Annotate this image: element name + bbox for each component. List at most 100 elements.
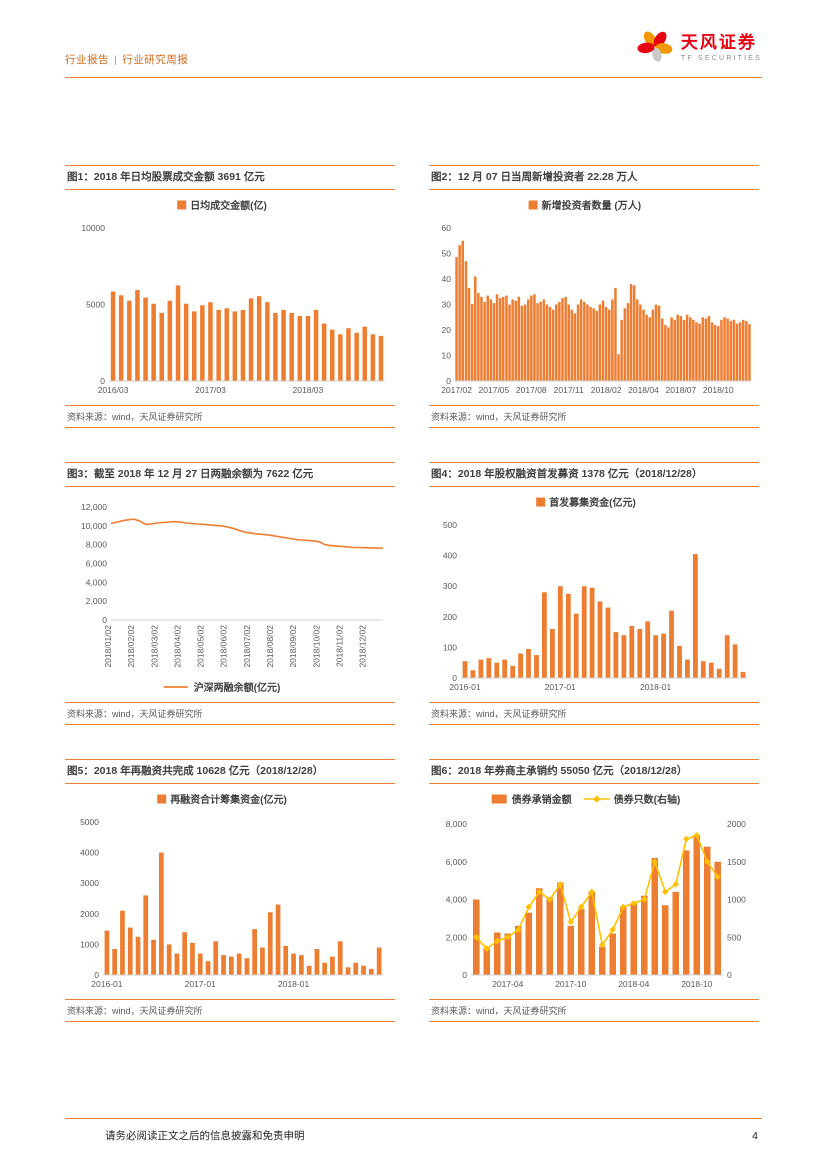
svg-text:2018/08/02: 2018/08/02 bbox=[265, 625, 275, 668]
svg-text:2,000: 2,000 bbox=[446, 933, 468, 943]
svg-text:300: 300 bbox=[443, 581, 457, 591]
svg-text:4000: 4000 bbox=[80, 848, 99, 858]
svg-text:1000: 1000 bbox=[727, 895, 746, 905]
svg-text:2018/06/02: 2018/06/02 bbox=[219, 625, 229, 668]
svg-text:400: 400 bbox=[443, 551, 457, 561]
charts-grid: 图1：2018 年日均股票成交金额 3691 亿元 0 5000 10000 2016… bbox=[65, 165, 762, 1023]
svg-text:2018/01/02: 2018/01/02 bbox=[103, 625, 113, 668]
brand-subname: TF SECURITIES bbox=[680, 55, 762, 62]
figure-4-title: 图4：2018 年股权融资首发募资 1378 亿元（2018/12/28） bbox=[429, 462, 759, 488]
figure-3: 图3：截至 2018 年 12 月 27 日两融余额为 7622 亿元 0 2,0… bbox=[65, 462, 395, 726]
svg-text:0: 0 bbox=[102, 615, 107, 625]
figure-3-chart: 0 2,000 4,000 6,000 8,000 10,000 12,000 2018/01… bbox=[65, 493, 395, 698]
figure-1-title: 图1：2018 年日均股票成交金额 3691 亿元 bbox=[65, 165, 395, 191]
svg-text:10000: 10000 bbox=[81, 223, 105, 233]
svg-text:2018-01: 2018-01 bbox=[640, 682, 671, 692]
svg-text:500: 500 bbox=[727, 933, 741, 943]
svg-text:2016/03: 2016/03 bbox=[98, 385, 129, 395]
figure-1-chart: 0 5000 10000 2016/03 2017/03 2018/03 日均成交金额(亿) bbox=[65, 196, 395, 401]
figure-3-title: 图3：截至 2018 年 12 月 27 日两融余额为 7622 亿元 bbox=[65, 462, 395, 488]
figure-1: 图1：2018 年日均股票成交金额 3691 亿元 0 5000 10000 2016… bbox=[65, 165, 395, 429]
svg-text:2018/02: 2018/02 bbox=[591, 385, 622, 395]
svg-text:5000: 5000 bbox=[86, 300, 105, 310]
disclaimer-text: 请务必阅读正文之后的信息披露和免责申明 bbox=[105, 1130, 305, 1142]
svg-text:2018/03: 2018/03 bbox=[293, 385, 324, 395]
svg-text:2018/04/02: 2018/04/02 bbox=[172, 625, 182, 668]
chart-svg: 0 2,000 4,000 6,000 8,000 0 500 1000 1500 2000 201… bbox=[446, 793, 746, 989]
svg-text:2017-01: 2017-01 bbox=[185, 979, 216, 989]
svg-text:0: 0 bbox=[446, 376, 451, 386]
svg-text:新增投资者数量 (万人): 新增投资者数量 (万人) bbox=[542, 199, 641, 212]
svg-text:2000: 2000 bbox=[727, 819, 746, 829]
svg-text:4,000: 4,000 bbox=[86, 578, 108, 588]
svg-text:2017/02: 2017/02 bbox=[441, 385, 472, 395]
figure-2-source: 资料来源：wind，天风证券研究所 bbox=[429, 405, 759, 429]
svg-text:0: 0 bbox=[94, 970, 99, 980]
figure-4-chart: 0 100 200 300 400 500 2016-01 2017-01 2018-01 首发募… bbox=[429, 493, 759, 698]
figure-1-source: 资料来源：wind，天风证券研究所 bbox=[65, 405, 395, 429]
svg-text:2017-01: 2017-01 bbox=[545, 682, 576, 692]
page-number: 4 bbox=[752, 1129, 758, 1142]
svg-text:2018/02/02: 2018/02/02 bbox=[126, 625, 136, 668]
svg-text:首发募集资金(亿元): 首发募集资金(亿元) bbox=[549, 496, 636, 509]
svg-text:10,000: 10,000 bbox=[81, 521, 107, 531]
tf-flower-icon bbox=[636, 26, 674, 71]
svg-text:债券只数(右轴): 债券只数(右轴) bbox=[614, 793, 681, 806]
svg-text:2018/07: 2018/07 bbox=[666, 385, 697, 395]
report-type-label: 行业报告 | 行业研究周报 bbox=[65, 52, 188, 71]
svg-text:100: 100 bbox=[443, 643, 457, 653]
svg-text:1500: 1500 bbox=[727, 857, 746, 867]
svg-text:12,000: 12,000 bbox=[81, 502, 107, 512]
figure-2: 图2：12 月 07 日当周新增投资者 22.28 万人 0 10 20 30 40 50… bbox=[429, 165, 759, 429]
svg-text:2018/10/02: 2018/10/02 bbox=[311, 625, 321, 668]
figure-5-chart: 0 1000 2000 3000 4000 5000 2016-01 2017-01 2018-… bbox=[65, 790, 395, 995]
svg-text:2018-01: 2018-01 bbox=[278, 979, 309, 989]
page-footer: 请务必阅读正文之后的信息披露和免责申明 4 bbox=[65, 1118, 762, 1143]
svg-text:8,000: 8,000 bbox=[86, 540, 108, 550]
svg-text:0: 0 bbox=[452, 673, 457, 683]
svg-text:3000: 3000 bbox=[80, 879, 99, 889]
svg-text:6,000: 6,000 bbox=[86, 559, 108, 569]
svg-text:沪深两融余额(亿元): 沪深两融余额(亿元) bbox=[194, 681, 281, 694]
svg-text:2018/09/02: 2018/09/02 bbox=[288, 625, 298, 668]
svg-text:5000: 5000 bbox=[80, 817, 99, 827]
brand-text: 天风证券 TF SECURITIES bbox=[681, 34, 762, 62]
svg-text:8,000: 8,000 bbox=[446, 819, 468, 829]
report-category: 行业报告 bbox=[65, 54, 109, 66]
figure-2-title: 图2：12 月 07 日当周新增投资者 22.28 万人 bbox=[429, 165, 759, 191]
figure-6-source: 资料来源：wind，天风证券研究所 bbox=[429, 999, 759, 1023]
svg-text:2016-01: 2016-01 bbox=[449, 682, 480, 692]
svg-text:500: 500 bbox=[443, 520, 457, 530]
figure-5: 图5：2018 年再融资共完成 10628 亿元（2018/12/28） 0 10… bbox=[65, 759, 395, 1023]
svg-text:2018/05/02: 2018/05/02 bbox=[196, 625, 206, 668]
figure-3-source: 资料来源：wind，天风证券研究所 bbox=[65, 702, 395, 726]
figure-5-source: 资料来源：wind，天风证券研究所 bbox=[65, 999, 395, 1023]
svg-text:2018/07/02: 2018/07/02 bbox=[242, 625, 252, 668]
svg-text:2018/03/02: 2018/03/02 bbox=[149, 625, 159, 668]
brand-name: 天风证券 bbox=[680, 33, 757, 53]
figure-6-chart: 0 2,000 4,000 6,000 8,000 0 500 1000 1500 2000 201… bbox=[429, 790, 759, 995]
chart-svg: 0 100 200 300 400 500 2016-01 2017-01 2018-01 首发募… bbox=[443, 496, 747, 692]
svg-text:0: 0 bbox=[100, 376, 105, 386]
svg-text:2018/10: 2018/10 bbox=[703, 385, 734, 395]
svg-text:2017/11: 2017/11 bbox=[554, 385, 584, 395]
svg-text:2017-10: 2017-10 bbox=[555, 979, 586, 989]
svg-text:再融资合计筹集资金(亿元): 再融资合计筹集资金(亿元) bbox=[170, 793, 287, 806]
svg-text:2018/04: 2018/04 bbox=[628, 385, 659, 395]
chart-svg: 0 5000 10000 2016/03 2017/03 2018/03 日均成交金额(亿) bbox=[81, 199, 385, 395]
page-header: 行业报告 | 行业研究周报 天风证券 TF SECURITIES bbox=[65, 26, 762, 78]
svg-text:2,000: 2,000 bbox=[86, 596, 108, 606]
svg-text:0: 0 bbox=[462, 970, 467, 980]
figure-4-source: 资料来源：wind，天风证券研究所 bbox=[429, 702, 759, 726]
svg-text:2018/11/02: 2018/11/02 bbox=[335, 625, 345, 667]
svg-text:60: 60 bbox=[442, 223, 452, 233]
chart-svg: 0 10 20 30 40 50 60 2017/02 2017/05 2017/08 2017/1… bbox=[441, 199, 751, 395]
svg-text:日均成交金额(亿): 日均成交金额(亿) bbox=[190, 199, 267, 212]
figure-2-chart: 0 10 20 30 40 50 60 2017/02 2017/05 2017/08 2017/1… bbox=[429, 196, 759, 401]
svg-text:1000: 1000 bbox=[80, 940, 99, 950]
svg-text:40: 40 bbox=[442, 274, 452, 284]
svg-text:2017-04: 2017-04 bbox=[492, 979, 523, 989]
chart-svg: 0 1000 2000 3000 4000 5000 2016-01 2017-01 2018-… bbox=[80, 793, 383, 989]
svg-text:30: 30 bbox=[442, 300, 452, 310]
svg-text:2000: 2000 bbox=[80, 909, 99, 919]
